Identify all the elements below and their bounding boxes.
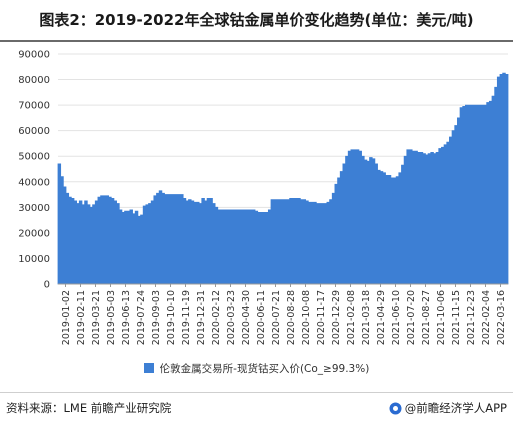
x-tick-label: 2020-02-12	[211, 290, 222, 345]
title-divider	[0, 40, 513, 42]
x-tick-label: 2021-10-06	[436, 290, 447, 345]
chart-title: 图表2：2019-2022年全球钴金属单价变化趋势(单位：美元/吨)	[39, 11, 474, 29]
y-tick-label: 0	[44, 280, 50, 291]
x-tick-label: 2019-07-24	[136, 290, 147, 345]
x-tick-label: 2020-12-29	[331, 290, 342, 345]
brand-credit: @前瞻经济学人APP	[389, 400, 507, 416]
x-tick-label: 2019-01-02	[61, 290, 72, 345]
x-tick-label: 2020-06-11	[256, 290, 267, 345]
x-tick-label: 2019-06-13	[121, 290, 132, 345]
y-tick-label: 30000	[18, 203, 50, 214]
chart-legend: 伦敦金属交易所-现货钴买入价(Co_≥99.3%)	[0, 358, 513, 378]
source-text: 资料来源：LME 前瞻产业研究院	[6, 401, 172, 415]
x-tick-label: 2022-02-04	[481, 290, 492, 345]
x-tick-label: 2022-03-16	[496, 290, 507, 345]
footer-divider	[0, 392, 513, 393]
x-tick-label: 2021-04-29	[376, 290, 387, 345]
x-tick-label: 2021-08-27	[421, 290, 432, 345]
brand-logo-icon	[389, 402, 402, 414]
footer: 资料来源：LME 前瞻产业研究院 @前瞻经济学人APP	[0, 394, 513, 424]
x-tick-label: 2020-03-23	[226, 290, 237, 345]
y-tick-label: 90000	[18, 50, 50, 61]
series-area	[57, 72, 509, 285]
x-tick-label: 2019-02-11	[76, 290, 87, 345]
y-tick-label: 10000	[18, 254, 50, 265]
x-tick-label: 2019-10-10	[166, 290, 177, 345]
x-tick-label: 2019-03-21	[91, 290, 102, 345]
x-tick-label: 2021-12-23	[466, 290, 477, 345]
x-tick-label: 2020-04-30	[241, 290, 252, 345]
x-tick-label: 2020-08-28	[286, 290, 297, 345]
x-tick-label: 2021-11-15	[451, 290, 462, 345]
x-tick-label: 2019-09-03	[151, 290, 162, 345]
x-tick-label: 2021-03-18	[361, 290, 372, 345]
x-tick-label: 2019-11-19	[181, 290, 192, 345]
brand-text: @前瞻经济学人APP	[404, 401, 507, 415]
y-tick-label: 80000	[18, 75, 50, 86]
area-chart: 0 10000 20000 30000 40000 50000 60000 70000 8000…	[18, 50, 509, 345]
y-tick-label: 70000	[18, 101, 50, 112]
x-tick-label: 2020-07-21	[271, 290, 282, 345]
x-tick-label: 2019-05-03	[106, 290, 117, 345]
y-tick-label: 60000	[18, 126, 50, 137]
x-tick-label: 2021-02-08	[346, 290, 357, 345]
x-tick-label: 2021-06-10	[391, 290, 402, 345]
x-tick-label: 2020-10-08	[301, 290, 312, 345]
y-tick-label: 50000	[18, 152, 50, 163]
x-tick-label: 2021-07-20	[406, 290, 417, 345]
y-tick-label: 40000	[18, 177, 50, 188]
x-tick-label: 2020-11-17	[316, 290, 327, 345]
x-tick-label: 2019-12-31	[196, 290, 207, 345]
legend-swatch	[143, 363, 154, 373]
legend-label: 伦敦金属交易所-现货钴买入价(Co_≥99.3%)	[159, 362, 370, 375]
y-tick-label: 20000	[18, 228, 50, 239]
